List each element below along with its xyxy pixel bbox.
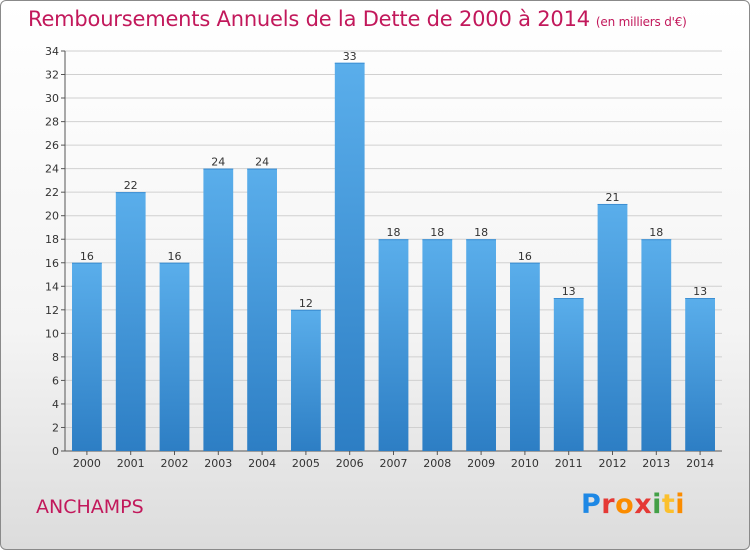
x-tick-label: 2002 bbox=[161, 457, 189, 470]
x-tick-label: 2003 bbox=[204, 457, 232, 470]
y-tick-label: 0 bbox=[52, 445, 59, 458]
title-unit: (en milliers d'€) bbox=[595, 15, 687, 29]
bar bbox=[422, 239, 453, 451]
bar bbox=[334, 62, 365, 451]
x-tick-label: 2013 bbox=[642, 457, 670, 470]
data-label: 24 bbox=[255, 156, 269, 169]
x-tick-labels: 2000 2001 2002 2003 2004 2005 2006 2007 2008 2009… bbox=[73, 451, 714, 470]
logo-letter: i bbox=[675, 489, 686, 520]
bar bbox=[72, 262, 102, 451]
y-tick-label: 32 bbox=[45, 69, 59, 82]
chart-title: Remboursements Annuels de la Dette de 20… bbox=[28, 7, 687, 31]
bar bbox=[510, 262, 540, 451]
logo-letter: r bbox=[601, 489, 616, 520]
bar bbox=[291, 309, 321, 451]
data-label: 24 bbox=[211, 156, 225, 169]
logo-letter: i bbox=[652, 489, 662, 520]
x-tick-label: 2007 bbox=[380, 457, 408, 470]
data-label: 13 bbox=[562, 285, 576, 298]
bar bbox=[553, 298, 584, 451]
x-tick-label: 2011 bbox=[555, 457, 583, 470]
y-tick-label: 10 bbox=[45, 327, 59, 340]
y-tick-label: 22 bbox=[45, 186, 59, 199]
data-label: 21 bbox=[606, 191, 620, 204]
bar bbox=[466, 239, 496, 451]
bar bbox=[159, 262, 190, 451]
data-label: 18 bbox=[649, 226, 663, 239]
y-tick-label: 6 bbox=[52, 374, 59, 387]
y-tick-label: 26 bbox=[45, 139, 59, 152]
data-label: 12 bbox=[299, 297, 313, 310]
bar bbox=[685, 298, 715, 451]
y-tick-label: 28 bbox=[45, 116, 59, 129]
bar bbox=[378, 239, 409, 451]
data-label: 33 bbox=[343, 50, 357, 63]
y-tick-label: 24 bbox=[45, 163, 59, 176]
logo-letter: t bbox=[661, 489, 676, 520]
data-labels: 16 22 16 24 24 12 33 18 18 18 16 13 21 18 13 bbox=[80, 50, 707, 310]
data-label: 22 bbox=[124, 179, 138, 192]
data-label: 16 bbox=[168, 250, 182, 263]
y-tick-label: 12 bbox=[45, 304, 59, 317]
y-tick-label: 14 bbox=[45, 280, 59, 293]
bar bbox=[203, 168, 234, 451]
y-tick-label: 18 bbox=[45, 233, 59, 246]
y-tick-label: 20 bbox=[45, 210, 59, 223]
logo-letter: P bbox=[581, 489, 602, 520]
logo-letter: o bbox=[615, 489, 635, 520]
x-tick-label: 2004 bbox=[248, 457, 276, 470]
bar bbox=[597, 203, 628, 451]
y-tick-label: 34 bbox=[45, 45, 59, 58]
data-label: 16 bbox=[518, 250, 532, 263]
bar bbox=[641, 239, 672, 451]
data-label: 13 bbox=[693, 285, 707, 298]
bar bbox=[247, 168, 277, 451]
x-tick-label: 2005 bbox=[292, 457, 320, 470]
x-tick-label: 2012 bbox=[599, 457, 627, 470]
title-text: Remboursements Annuels de la Dette de 20… bbox=[28, 7, 590, 31]
bar bbox=[115, 192, 146, 452]
x-tick-label: 2006 bbox=[336, 457, 364, 470]
data-label: 16 bbox=[80, 250, 94, 263]
x-tick-label: 2001 bbox=[117, 457, 145, 470]
x-tick-label: 2009 bbox=[467, 457, 495, 470]
data-label: 18 bbox=[387, 226, 401, 239]
x-tick-label: 2008 bbox=[423, 457, 451, 470]
y-tick-label: 2 bbox=[52, 421, 59, 434]
bars bbox=[72, 62, 715, 452]
proxiti-logo: Proxiti bbox=[581, 489, 685, 520]
data-label: 18 bbox=[430, 226, 444, 239]
x-tick-label: 2010 bbox=[511, 457, 539, 470]
data-label: 18 bbox=[474, 226, 488, 239]
y-tick-label: 30 bbox=[45, 92, 59, 105]
logo-letter: x bbox=[634, 489, 653, 520]
x-tick-label: 2014 bbox=[686, 457, 714, 470]
y-tick-label: 4 bbox=[52, 398, 59, 411]
y-tick-label: 8 bbox=[52, 351, 59, 364]
x-tick-label: 2000 bbox=[73, 457, 101, 470]
commune-name: ANCHAMPS bbox=[36, 496, 144, 518]
y-tick-label: 16 bbox=[45, 257, 59, 270]
